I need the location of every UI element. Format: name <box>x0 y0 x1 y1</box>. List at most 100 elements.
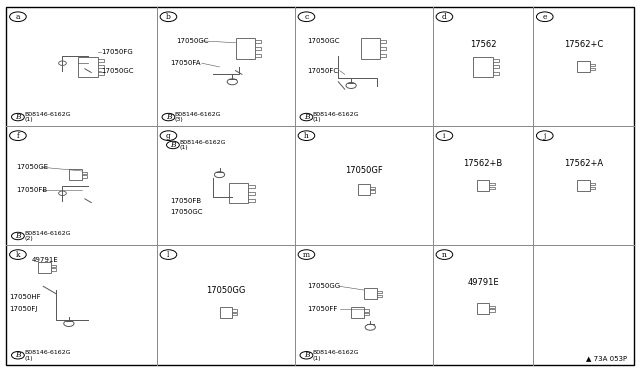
Circle shape <box>10 131 26 141</box>
Bar <box>371 187 376 189</box>
Circle shape <box>10 12 26 22</box>
Circle shape <box>214 172 225 178</box>
Bar <box>255 40 261 43</box>
Circle shape <box>166 141 179 149</box>
Text: B08146-6162G
(1): B08146-6162G (1) <box>313 350 359 361</box>
Text: 17050GG: 17050GG <box>308 283 341 289</box>
Text: B: B <box>303 351 309 359</box>
Text: B: B <box>15 351 20 359</box>
Circle shape <box>436 250 452 259</box>
Circle shape <box>536 12 553 22</box>
Bar <box>490 306 495 308</box>
Text: 17050FJ: 17050FJ <box>10 306 38 312</box>
Bar <box>98 59 104 62</box>
Text: i: i <box>444 132 445 140</box>
Circle shape <box>59 61 67 65</box>
Text: m: m <box>303 251 310 259</box>
Bar <box>577 180 590 192</box>
Bar <box>474 57 493 77</box>
Text: 17050FC: 17050FC <box>308 68 339 74</box>
Bar <box>364 313 369 315</box>
Text: 17050HF: 17050HF <box>10 295 41 301</box>
Text: b: b <box>166 13 171 21</box>
Bar <box>377 295 382 297</box>
Text: B: B <box>170 141 176 149</box>
Circle shape <box>300 352 313 359</box>
Text: c: c <box>304 13 308 21</box>
Bar <box>51 264 56 267</box>
Bar <box>98 65 104 68</box>
Text: 17050FB: 17050FB <box>170 198 201 204</box>
Text: B: B <box>15 113 20 121</box>
Text: 17050GE: 17050GE <box>16 164 48 170</box>
Text: g: g <box>166 132 171 140</box>
Circle shape <box>346 83 356 89</box>
Text: 17562: 17562 <box>470 40 497 49</box>
Text: 17050GC: 17050GC <box>170 209 202 215</box>
Text: a: a <box>15 13 20 21</box>
Text: d: d <box>442 13 447 21</box>
Text: 49791E: 49791E <box>467 278 499 287</box>
Bar <box>380 47 387 50</box>
Bar <box>477 303 490 314</box>
Bar <box>236 38 255 58</box>
Text: f: f <box>17 132 19 140</box>
Circle shape <box>298 12 315 22</box>
Text: l: l <box>167 251 170 259</box>
Circle shape <box>436 131 452 141</box>
Circle shape <box>160 250 177 259</box>
Text: 17050FB: 17050FB <box>16 186 47 193</box>
Circle shape <box>536 131 553 141</box>
Bar <box>477 180 490 192</box>
Bar <box>351 307 364 318</box>
Text: B: B <box>303 113 309 121</box>
Circle shape <box>12 232 24 240</box>
Bar <box>493 72 499 75</box>
Bar <box>590 64 595 66</box>
Text: 17562+A: 17562+A <box>564 159 603 168</box>
Bar <box>490 187 495 189</box>
Text: k: k <box>15 251 20 259</box>
Circle shape <box>160 131 177 141</box>
Bar <box>255 47 261 50</box>
Text: B08146-6162G
(2): B08146-6162G (2) <box>24 231 71 241</box>
Bar <box>98 72 104 75</box>
Text: 17050FF: 17050FF <box>308 306 338 312</box>
Bar <box>248 185 255 188</box>
Bar <box>255 54 261 57</box>
Text: 17050GC: 17050GC <box>176 38 209 44</box>
Bar <box>248 199 255 202</box>
Circle shape <box>365 324 376 330</box>
Text: 17050FA: 17050FA <box>170 60 200 66</box>
Text: 17562+B: 17562+B <box>463 159 502 168</box>
Text: e: e <box>543 13 547 21</box>
Bar <box>493 59 499 62</box>
Bar <box>232 310 237 312</box>
Bar <box>38 262 51 273</box>
Circle shape <box>59 191 67 196</box>
Circle shape <box>300 113 313 121</box>
Bar <box>82 176 87 178</box>
Text: 49791E: 49791E <box>32 257 59 263</box>
Text: B: B <box>15 232 20 240</box>
Circle shape <box>227 79 237 85</box>
Bar <box>590 183 595 185</box>
Circle shape <box>162 113 175 121</box>
Bar <box>82 172 87 174</box>
Text: B08146-6162G
(3): B08146-6162G (3) <box>175 112 221 122</box>
Bar <box>229 183 248 203</box>
Circle shape <box>12 113 24 121</box>
Bar <box>590 68 595 70</box>
Text: ▲ 73A 053P: ▲ 73A 053P <box>586 355 627 361</box>
Bar <box>493 65 499 68</box>
Text: j: j <box>543 132 546 140</box>
Text: B08146-6162G
(1): B08146-6162G (1) <box>24 350 71 361</box>
Bar <box>364 310 369 312</box>
Circle shape <box>298 131 315 141</box>
Text: B: B <box>166 113 172 121</box>
Text: 17050FG: 17050FG <box>101 49 132 55</box>
Text: n: n <box>442 251 447 259</box>
Text: 17562+C: 17562+C <box>564 40 603 49</box>
Bar <box>361 38 380 58</box>
Bar <box>51 268 56 270</box>
